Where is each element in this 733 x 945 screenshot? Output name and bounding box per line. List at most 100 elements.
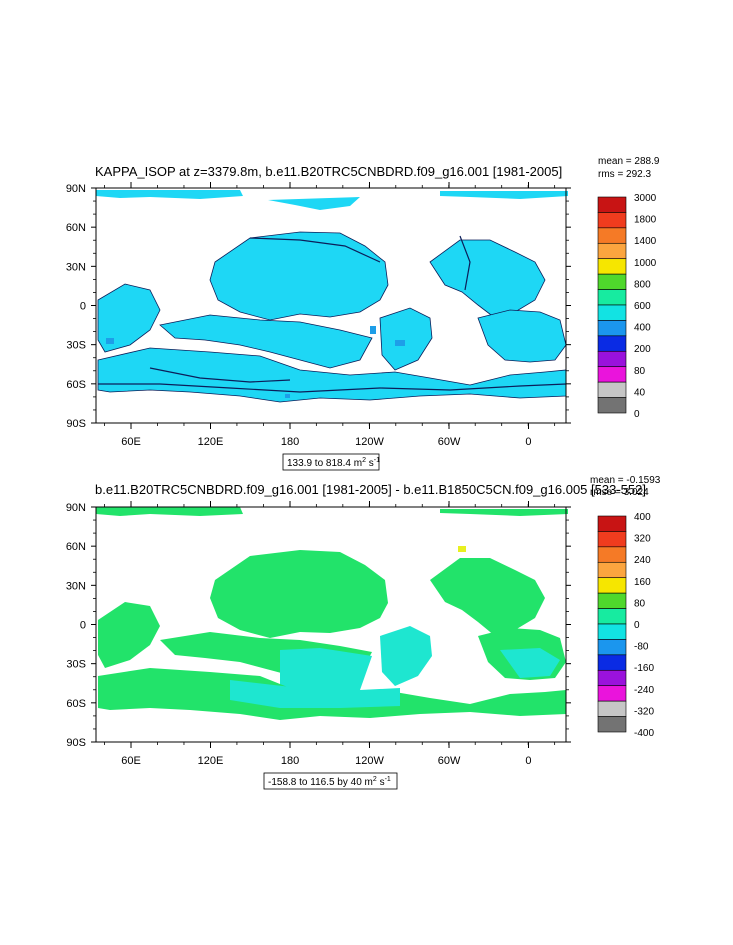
top-range-label: 133.9 to 818.4 m2 s-1 xyxy=(287,457,380,469)
bottom-mean: mean = -0.1593 xyxy=(590,475,661,486)
bottom-colorbar-bin xyxy=(597,531,627,548)
top-range-prefix: 133.9 to 818.4 m xyxy=(287,458,362,469)
top-colorbar-bin xyxy=(597,397,627,414)
top-range-sup: 2 xyxy=(362,457,366,464)
bottom-region-indian-north xyxy=(98,602,160,668)
bottom-colorbar-bin xyxy=(597,608,627,625)
top-colorbar-label: 3000 xyxy=(634,193,657,204)
top-panel: KAPPA_ISOP at z=3379.8m, b.e11.B20TRC5CN… xyxy=(66,156,660,471)
top-region-north-atlantic xyxy=(429,239,546,319)
bottom-lat-label: 90N xyxy=(66,502,86,514)
top-colorbar-label: 40 xyxy=(634,387,646,398)
bottom-colorbar-bin xyxy=(597,623,627,640)
bottom-colorbar-bin xyxy=(597,577,627,594)
top-lat-label: 30N xyxy=(66,261,86,273)
bottom-colorbar-label: 320 xyxy=(634,534,651,545)
bottom-lat-label: 0 xyxy=(80,620,86,632)
top-lon-label: 60W xyxy=(438,436,461,448)
top-rms: rms = 292.3 xyxy=(598,169,652,180)
bottom-colorbar-label: 240 xyxy=(634,555,651,566)
bottom-region-east-cyan xyxy=(500,648,560,678)
bottom-range-mid: s xyxy=(377,777,385,788)
top-colorbar-label: 1400 xyxy=(634,236,657,247)
top-colorbar-bin xyxy=(597,381,627,398)
bottom-colorbar-bin xyxy=(597,561,627,579)
top-coast-3 xyxy=(459,235,471,291)
bottom-colorbar-bin xyxy=(597,716,627,733)
bottom-lon-label: 180 xyxy=(281,755,299,767)
top-title: KAPPA_ISOP at z=3379.8m, b.e11.B20TRC5CN… xyxy=(95,164,562,179)
top-lat-label: 90N xyxy=(66,183,86,195)
bottom-region-south-pacific-cyan xyxy=(280,648,372,700)
top-region-arctic-west xyxy=(96,190,243,199)
bottom-lat-label: 30N xyxy=(66,580,86,592)
top-range-box xyxy=(282,453,380,471)
top-mean: mean = 288.9 xyxy=(598,156,660,167)
bottom-lon-label: 60E xyxy=(121,755,141,767)
top-colorbar-bin xyxy=(597,289,627,306)
top-region-arctic-central xyxy=(268,197,360,210)
bottom-colorbar-bin xyxy=(597,546,627,563)
bottom-range-box xyxy=(263,772,398,790)
top-region-central-pacific xyxy=(159,314,373,369)
top-colorbar-label: 800 xyxy=(634,279,651,290)
top-lon-label: 0 xyxy=(525,436,531,448)
top-colorbar-label: 1000 xyxy=(634,258,657,269)
top-region-south-atlantic xyxy=(379,307,433,371)
bottom-colorbar-label: 400 xyxy=(634,512,651,523)
top-patch-1 xyxy=(370,326,376,334)
top-region-north-pacific xyxy=(209,231,389,321)
bottom-colorbar-label: 160 xyxy=(634,577,651,588)
top-map-field xyxy=(96,190,568,403)
bottom-rms: rmse = 3.024 xyxy=(590,487,649,498)
top-colorbar-bin xyxy=(597,242,627,260)
bottom-yellow-spot xyxy=(458,546,466,552)
bottom-colorbar-bin xyxy=(597,592,627,609)
bottom-range-prefix: -158.8 to 116.5 by 40 m xyxy=(268,777,373,788)
bottom-range-label: -158.8 to 116.5 by 40 m2 s-1 xyxy=(268,776,391,788)
top-colorbar-bin xyxy=(597,258,627,275)
bottom-colorbar-label: -240 xyxy=(634,685,654,696)
top-colorbar-bin xyxy=(597,273,627,290)
bottom-colorbar-label: -160 xyxy=(634,663,654,674)
bottom-region-south-atlantic xyxy=(380,626,432,686)
bottom-lon-axis: 60E 120E 180 120W 60W 0 xyxy=(104,501,556,767)
top-lon-axis: 60E 120E 180 120W 60W 0 xyxy=(104,182,556,448)
top-range-sup2: -1 xyxy=(374,457,380,464)
bottom-colorbar-bin xyxy=(597,515,627,532)
bottom-colorbar-label: 0 xyxy=(634,620,640,631)
top-colorbar-bin xyxy=(597,227,627,244)
bottom-colorbar-label: -320 xyxy=(634,706,654,717)
bottom-colorbar-bin xyxy=(597,669,627,687)
bottom-colorbar-bin xyxy=(597,654,627,671)
top-patch-3 xyxy=(106,338,114,344)
top-range-mid: s xyxy=(366,458,374,469)
top-region-indian-north xyxy=(97,283,161,353)
bottom-map-field xyxy=(96,507,568,720)
bottom-lon-label: 60W xyxy=(438,755,461,767)
top-colorbar-label: 1800 xyxy=(634,215,657,226)
bottom-panel: b.e11.B20TRC5CNBDRD.f09_g16.001 [1981-20… xyxy=(66,475,661,790)
top-colorbar-bin xyxy=(597,196,627,213)
bottom-lat-label: 60N xyxy=(66,541,86,553)
top-colorbar-label: 400 xyxy=(634,323,651,334)
top-lat-label: 30S xyxy=(66,340,86,352)
bottom-range-sup2: -1 xyxy=(385,776,391,783)
bottom-lat-label: 90S xyxy=(66,737,86,749)
top-lon-label: 120E xyxy=(198,436,224,448)
bottom-lon-label: 0 xyxy=(525,755,531,767)
top-region-east-equatorial xyxy=(477,309,567,363)
top-coast-4 xyxy=(98,383,567,393)
top-lat-label: 60N xyxy=(66,222,86,234)
bottom-range-sup: 2 xyxy=(373,776,377,783)
top-coast-2 xyxy=(149,367,291,383)
bottom-colorbar-bin xyxy=(597,685,627,702)
bottom-colorbar-bin xyxy=(597,639,627,656)
top-colorbar-bin xyxy=(597,304,627,321)
bottom-colorbar-bin xyxy=(597,700,627,717)
top-colorbar-bin xyxy=(597,335,627,352)
bottom-colorbar-label: 80 xyxy=(634,598,646,609)
bottom-region-north-atlantic xyxy=(430,558,545,636)
top-colorbar-bin xyxy=(597,350,627,368)
bottom-lon-label: 120W xyxy=(355,755,384,767)
